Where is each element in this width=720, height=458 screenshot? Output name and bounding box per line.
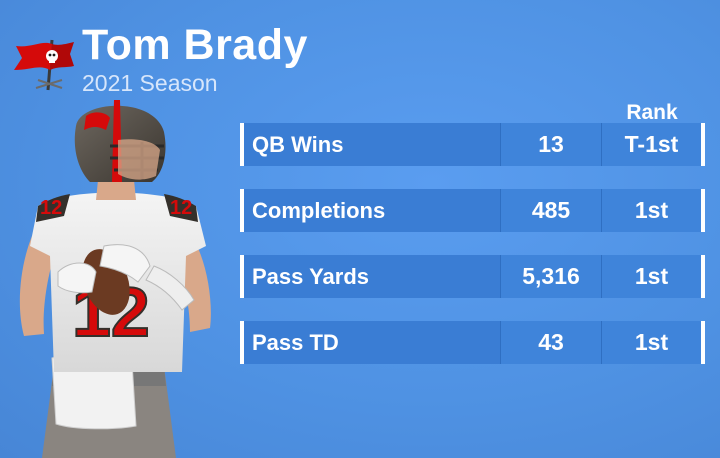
stat-row-completions: Completions 485 1st — [240, 189, 705, 232]
svg-text:12: 12 — [40, 197, 62, 219]
stat-label: Pass TD — [244, 321, 500, 364]
buccaneers-flag-icon — [14, 39, 74, 91]
player-photo: 12 12 12 — [19, 100, 211, 458]
stat-value: 43 — [500, 321, 601, 364]
stat-rank: 1st — [601, 255, 701, 298]
rank-column-header: Rank — [626, 101, 678, 124]
stat-rank: 1st — [601, 321, 701, 364]
stat-row-qb-wins: QB Wins 13 T-1st — [240, 123, 705, 166]
season-label: 2021 Season — [82, 70, 218, 96]
stat-rank: T-1st — [601, 123, 701, 166]
svg-text:12: 12 — [170, 197, 192, 219]
stat-value: 485 — [500, 189, 601, 232]
stat-rank: 1st — [601, 189, 701, 232]
stat-row-pass-td: Pass TD 43 1st — [240, 321, 705, 364]
stat-label: Pass Yards — [244, 255, 500, 298]
stat-label: QB Wins — [244, 123, 500, 166]
stat-label: Completions — [244, 189, 500, 232]
stat-value: 5,316 — [500, 255, 601, 298]
player-name: Tom Brady — [82, 21, 308, 69]
stat-value: 13 — [500, 123, 601, 166]
stat-row-pass-yards: Pass Yards 5,316 1st — [240, 255, 705, 298]
